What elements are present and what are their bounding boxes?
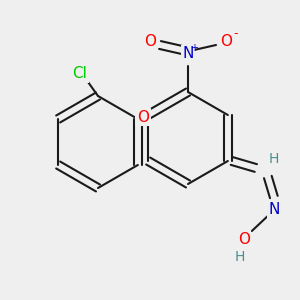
Text: O: O	[144, 34, 156, 50]
Text: O: O	[137, 110, 149, 124]
Text: +: +	[190, 43, 198, 53]
Text: -: -	[234, 28, 238, 40]
Text: O: O	[220, 34, 232, 50]
Text: Cl: Cl	[73, 67, 87, 82]
Text: O: O	[238, 232, 250, 247]
Text: N: N	[182, 46, 194, 62]
Text: H: H	[268, 152, 279, 166]
Text: H: H	[235, 250, 245, 264]
Text: N: N	[268, 202, 280, 217]
